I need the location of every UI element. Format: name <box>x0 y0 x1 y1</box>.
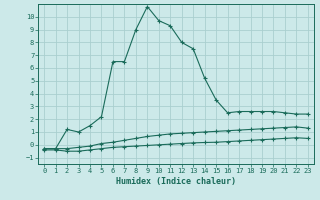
X-axis label: Humidex (Indice chaleur): Humidex (Indice chaleur) <box>116 177 236 186</box>
